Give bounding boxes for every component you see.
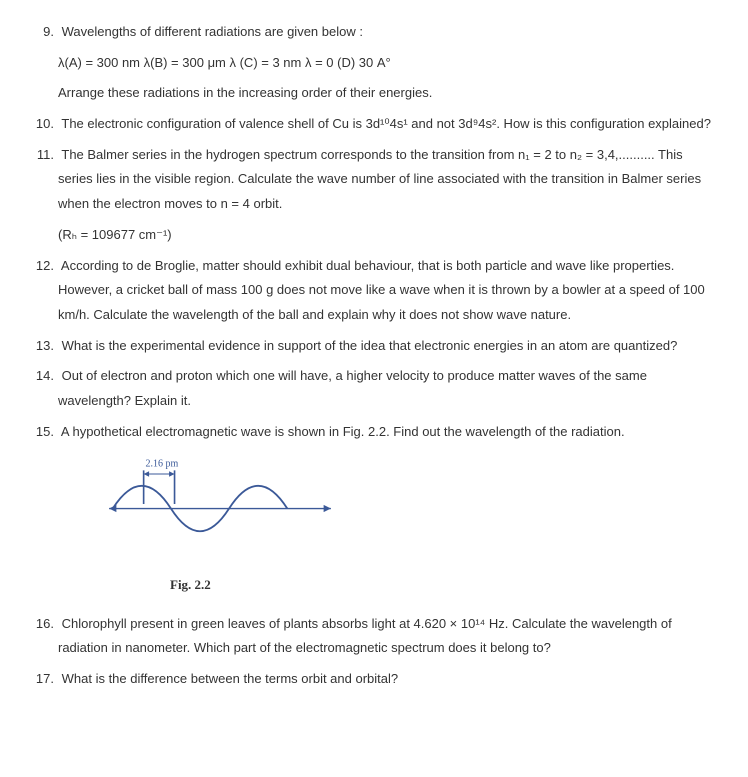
question-number: 9. bbox=[30, 20, 54, 45]
question-item: 15. A hypothetical electromagnetic wave … bbox=[30, 420, 718, 445]
question-item: 12. According to de Broglie, matter shou… bbox=[30, 254, 718, 328]
question-number: 14. bbox=[30, 364, 54, 389]
wave-label: 2.16 pm bbox=[145, 459, 178, 470]
wave-diagram-svg: 2.16 pm bbox=[90, 454, 350, 554]
question-continuation: λ(A) = 300 nm λ(B) = 300 μm λ (C) = 3 nm… bbox=[30, 51, 718, 76]
question-number: 11. bbox=[30, 143, 54, 168]
figure-caption: Fig. 2.2 bbox=[170, 573, 718, 598]
wave-figure: 2.16 pm bbox=[90, 454, 718, 563]
question-number: 12. bbox=[30, 254, 54, 279]
question-number: 16. bbox=[30, 612, 54, 637]
question-number: 13. bbox=[30, 334, 54, 359]
question-item: 17. What is the difference between the t… bbox=[30, 667, 718, 692]
question-item: 16. Chlorophyll present in green leaves … bbox=[30, 612, 718, 661]
question-number: 10. bbox=[30, 112, 54, 137]
question-item: 13. What is the experimental evidence in… bbox=[30, 334, 718, 359]
question-number: 15. bbox=[30, 420, 54, 445]
question-item: 9. Wavelengths of different radiations a… bbox=[30, 20, 718, 45]
question-item: 11. The Balmer series in the hydrogen sp… bbox=[30, 143, 718, 217]
question-item: 10. The electronic configuration of vale… bbox=[30, 112, 718, 137]
question-item: 14. Out of electron and proton which one… bbox=[30, 364, 718, 413]
question-continuation: (Rₕ = 109677 cm⁻¹) bbox=[30, 223, 718, 248]
question-number: 17. bbox=[30, 667, 54, 692]
question-continuation: Arrange these radiations in the increasi… bbox=[30, 81, 718, 106]
